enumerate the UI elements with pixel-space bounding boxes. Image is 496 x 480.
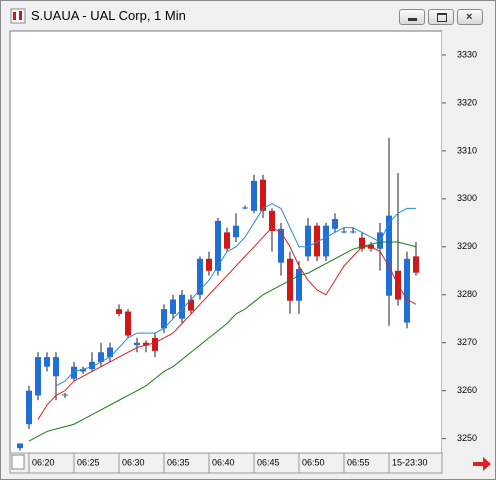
candle-body bbox=[17, 443, 23, 449]
candle-body bbox=[197, 258, 203, 295]
candle-body bbox=[71, 366, 77, 379]
x-tick-label: 06:25 bbox=[77, 457, 100, 467]
scroll-arrow[interactable] bbox=[473, 457, 491, 471]
chart: 3250 3260 3270 3280 3290 3300 3310 3320 3330 06:2… bbox=[9, 30, 491, 474]
corner-box[interactable] bbox=[11, 454, 25, 470]
x-tick-label: 15-23:30 bbox=[392, 457, 428, 467]
candle-body bbox=[314, 225, 320, 257]
candle-body bbox=[296, 268, 302, 301]
candle-body bbox=[413, 256, 419, 273]
candle-body bbox=[170, 299, 176, 314]
candle-body bbox=[224, 232, 230, 249]
x-tick-label: 06:30 bbox=[122, 457, 145, 467]
candle-body bbox=[305, 225, 311, 257]
candle-body bbox=[242, 207, 248, 209]
candle-body bbox=[206, 258, 212, 271]
maximize-button[interactable] bbox=[428, 9, 454, 25]
x-tick-label: 06:35 bbox=[167, 457, 190, 467]
y-tick-label: 3300 bbox=[457, 193, 477, 203]
y-tick-label: 3310 bbox=[457, 145, 477, 155]
candle-body bbox=[341, 231, 347, 233]
candle-body bbox=[233, 225, 239, 238]
window-title: S.UAUA - UAL Corp, 1 Min bbox=[31, 8, 186, 23]
x-tick-label: 06:55 bbox=[347, 457, 370, 467]
candle-body bbox=[134, 342, 140, 346]
app-icon bbox=[10, 8, 26, 24]
candle-body bbox=[215, 220, 221, 271]
candle-body bbox=[404, 258, 410, 323]
candle-body bbox=[125, 311, 131, 336]
y-tick-label: 3290 bbox=[457, 241, 477, 251]
candle-body bbox=[179, 294, 185, 319]
moving-average-line bbox=[28, 241, 417, 442]
close-button[interactable]: × bbox=[457, 9, 483, 25]
title-bar: S.UAUA - UAL Corp, 1 Min × bbox=[1, 1, 495, 29]
y-tick-label: 3250 bbox=[457, 433, 477, 443]
candle-body bbox=[116, 309, 122, 314]
candle-body bbox=[53, 357, 59, 377]
candle-body bbox=[269, 210, 275, 231]
candle-body bbox=[143, 342, 149, 346]
candle-body bbox=[287, 258, 293, 301]
candle-body bbox=[377, 232, 383, 249]
x-tick-label: 06:20 bbox=[32, 457, 55, 467]
y-tick-label: 3320 bbox=[457, 97, 477, 107]
candle-body bbox=[152, 337, 158, 351]
candle-body bbox=[62, 394, 68, 396]
moving-average-line bbox=[37, 226, 417, 420]
y-tick-label: 3270 bbox=[457, 337, 477, 347]
candle-body bbox=[323, 225, 329, 257]
candle-body bbox=[386, 215, 392, 296]
candle-body bbox=[89, 361, 95, 370]
candle-body bbox=[359, 237, 365, 249]
candle-body bbox=[98, 352, 104, 362]
candle-body bbox=[80, 369, 86, 372]
candle-body bbox=[251, 180, 257, 211]
candle-body bbox=[44, 357, 50, 367]
minimize-button[interactable] bbox=[399, 9, 425, 25]
candle-body bbox=[188, 299, 194, 311]
x-tick-label: 06:40 bbox=[212, 457, 235, 467]
candle-body bbox=[260, 179, 266, 211]
candle-body bbox=[161, 309, 167, 329]
y-tick-label: 3330 bbox=[457, 49, 477, 59]
candle-body bbox=[35, 357, 41, 396]
candle-body bbox=[278, 228, 284, 263]
candle-body bbox=[350, 231, 356, 233]
price-axis bbox=[442, 31, 490, 453]
moving-average-line bbox=[55, 203, 416, 387]
x-tick-label: 06:50 bbox=[302, 457, 325, 467]
candle-body bbox=[26, 390, 32, 425]
time-axis bbox=[9, 452, 443, 474]
y-tick-label: 3260 bbox=[457, 385, 477, 395]
candle-body bbox=[107, 347, 113, 358]
x-tick-label: 06:45 bbox=[257, 457, 280, 467]
candle-body bbox=[332, 218, 338, 229]
y-tick-label: 3280 bbox=[457, 289, 477, 299]
